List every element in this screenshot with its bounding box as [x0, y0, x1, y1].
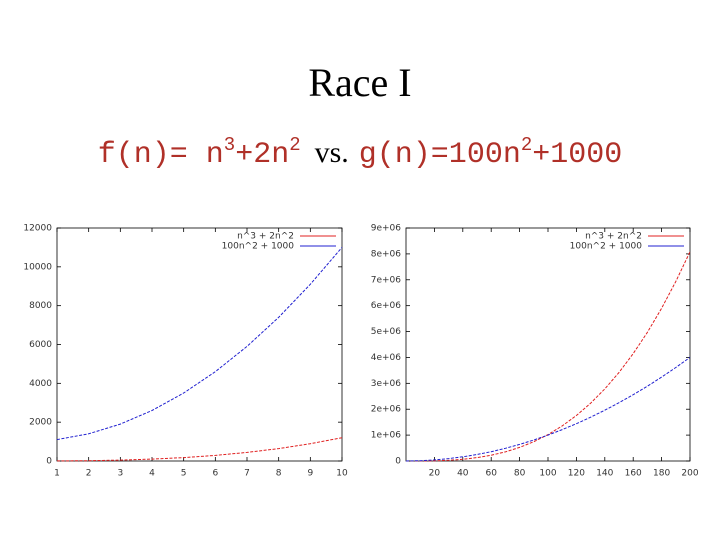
slide-title: Race I	[308, 60, 411, 105]
superscript: 2	[289, 134, 300, 156]
x-tick-label: 160	[625, 469, 642, 479]
formula-part: g(n)=100n	[359, 138, 521, 172]
legend-label: 100n^2 + 1000	[222, 242, 295, 252]
x-tick-label: 3	[117, 469, 123, 479]
x-tick-label: 5	[181, 469, 187, 479]
y-tick-label: 0	[395, 457, 401, 467]
x-tick-label: 6	[212, 469, 218, 479]
y-tick-label: 9e+06	[371, 224, 402, 234]
x-tick-label: 140	[596, 469, 613, 479]
superscript: 2	[521, 134, 532, 156]
series-line	[56, 247, 343, 441]
series-line	[405, 356, 691, 462]
x-tick-label: 8	[276, 469, 282, 479]
y-tick-label: 10000	[23, 262, 52, 272]
y-tick-label: 6000	[29, 340, 52, 350]
x-tick-label: 180	[653, 469, 670, 479]
y-tick-label: 4000	[29, 379, 52, 389]
formula-part: +1000	[532, 138, 622, 172]
y-tick-label: 8e+06	[371, 249, 402, 259]
y-tick-label: 7e+06	[371, 275, 402, 285]
x-tick-label: 100	[539, 469, 556, 479]
y-tick-label: 0	[46, 457, 52, 467]
y-tick-label: 1e+06	[371, 431, 402, 441]
x-tick-label: 20	[429, 469, 441, 479]
x-tick-label: 120	[568, 469, 585, 479]
legend-label: n^3 + 2n^2	[585, 232, 642, 242]
series-line	[56, 437, 343, 462]
y-tick-label: 4e+06	[371, 353, 402, 363]
x-tick-label: 2	[86, 469, 92, 479]
x-tick-label: 4	[149, 469, 155, 479]
legend-label: n^3 + 2n^2	[237, 232, 294, 242]
legend-label: 100n^2 + 1000	[570, 242, 643, 252]
formula-part: +2n	[235, 138, 289, 172]
y-tick-label: 5e+06	[371, 327, 402, 337]
y-tick-label: 3e+06	[371, 379, 402, 389]
y-tick-label: 2000	[29, 418, 52, 428]
x-tick-label: 200	[681, 469, 698, 479]
superscript: 3	[224, 134, 235, 156]
x-tick-label: 60	[485, 469, 497, 479]
x-tick-label: 40	[457, 469, 469, 479]
y-tick-label: 8000	[29, 301, 52, 311]
y-tick-label: 2e+06	[371, 405, 402, 415]
x-tick-label: 1	[54, 469, 60, 479]
x-tick-label: 9	[307, 469, 313, 479]
formula-part: vs.	[315, 136, 349, 169]
x-tick-label: 7	[244, 469, 250, 479]
x-tick-label: 10	[336, 469, 348, 479]
y-tick-label: 12000	[23, 224, 52, 234]
y-tick-label: 6e+06	[371, 301, 402, 311]
x-tick-label: 80	[514, 469, 526, 479]
formula: f(n)= n3+2n2 vs. g(n)=100n2+1000	[98, 134, 623, 172]
formula-part: f(n)= n	[98, 138, 224, 172]
